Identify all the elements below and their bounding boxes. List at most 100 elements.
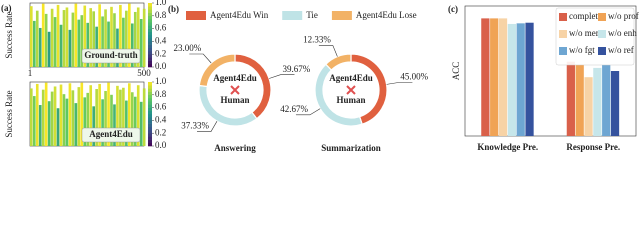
bar: [101, 16, 104, 67]
bar: [41, 89, 45, 146]
legend-label: complete: [569, 11, 602, 21]
colorbar-label: 0.8: [155, 89, 167, 99]
colorbar-cell: [148, 35, 152, 39]
legend-swatch: [331, 11, 352, 20]
colorbar-cell: [148, 142, 152, 147]
bar: [47, 31, 51, 67]
bar: [516, 23, 525, 136]
value-label: 23.00%: [174, 43, 202, 53]
colorbar-cell: [148, 6, 152, 10]
panel-label: (b): [168, 4, 179, 14]
bar: [136, 85, 140, 146]
bar: [139, 19, 143, 67]
chart-title: Answering: [214, 143, 256, 153]
bar: [610, 71, 620, 136]
leader-line: [269, 74, 295, 79]
bar: [139, 101, 143, 146]
bar: [30, 88, 33, 146]
colorbar-cell: [148, 104, 152, 108]
annotation-box: [81, 48, 141, 64]
legend-label: w/o mem: [569, 28, 603, 38]
bar: [116, 85, 119, 146]
bar: [83, 5, 87, 67]
colorbar-cell: [148, 57, 152, 61]
colorbar-cell: [148, 82, 152, 86]
colorbar-cell: [148, 101, 152, 105]
value-label: 45.00%: [400, 72, 428, 82]
bar: [89, 8, 93, 68]
colorbar-label: 1.0: [155, 0, 167, 7]
colorbar-cell: [148, 98, 152, 102]
bar: [65, 7, 69, 68]
legend-label: Tie: [306, 10, 318, 20]
bar: [86, 92, 90, 146]
bar: [35, 10, 39, 67]
bar: [119, 89, 122, 146]
bar: [83, 97, 87, 146]
bar: [602, 64, 611, 136]
bar: [128, 3, 131, 68]
colorbar-label: 0.0: [155, 61, 167, 71]
bar: [525, 22, 534, 136]
x-tick-label: Response Pre.: [566, 142, 620, 152]
colorbar-cell: [148, 51, 152, 55]
bar: [41, 3, 45, 68]
bar: [498, 18, 508, 137]
legend-label: Agent4Edu Win: [210, 10, 269, 20]
chart-title: Summarization: [321, 143, 381, 153]
bar: [110, 94, 113, 146]
colorbar-cell: [148, 41, 152, 45]
bar: [110, 6, 113, 67]
colorbar-cell: [148, 31, 152, 36]
bar: [575, 64, 584, 136]
colorbar-label: 0.6: [155, 23, 167, 33]
bar: [122, 17, 125, 67]
bar: [56, 108, 60, 146]
x-tick-label: Knowledge Pre.: [477, 142, 538, 152]
legend-label: w/o prof: [608, 11, 639, 21]
bar: [86, 22, 90, 67]
colorbar-cell: [148, 117, 152, 121]
colorbar-cell: [148, 54, 152, 58]
bar: [128, 83, 131, 146]
bar: [80, 15, 84, 67]
bar: [62, 10, 66, 67]
bar: [507, 23, 516, 137]
bar: [44, 82, 48, 146]
legend-label: w/o enh: [608, 28, 637, 38]
leader-line: [318, 45, 338, 57]
vs-icon: [346, 85, 356, 95]
annotation: Agent4Edu: [89, 129, 133, 139]
colorbar-label: 0.0: [155, 140, 167, 150]
bar: [107, 21, 110, 68]
colorbar-cell: [148, 19, 152, 23]
leader-line: [386, 82, 413, 85]
colorbar-label: 1.0: [155, 76, 167, 86]
bar: [62, 94, 66, 146]
colorbar-cell: [148, 94, 152, 99]
bar: [38, 27, 42, 67]
bar: [98, 83, 101, 146]
bar: [50, 8, 54, 67]
value-label: 39.67%: [282, 64, 310, 74]
legend-box: [555, 7, 635, 66]
bar: [50, 91, 54, 146]
colorbar-cell: [148, 120, 152, 124]
legend-label: Agent4Edu Lose: [356, 10, 417, 20]
legend-swatch: [559, 30, 567, 38]
bar: [32, 20, 36, 68]
colorbar-cell: [148, 139, 152, 144]
bar: [77, 19, 81, 67]
colorbar-cell: [148, 12, 152, 17]
colorbar-cell: [148, 25, 152, 29]
bar: [593, 67, 602, 136]
bar: [47, 101, 51, 146]
bar: [95, 89, 98, 146]
bar: [125, 100, 128, 146]
bar: [89, 85, 93, 146]
x-tick-label: 1: [28, 68, 33, 78]
center-text: Human: [336, 95, 365, 105]
bar: [113, 104, 116, 146]
colorbar-cell: [148, 85, 152, 89]
bar: [101, 99, 104, 146]
